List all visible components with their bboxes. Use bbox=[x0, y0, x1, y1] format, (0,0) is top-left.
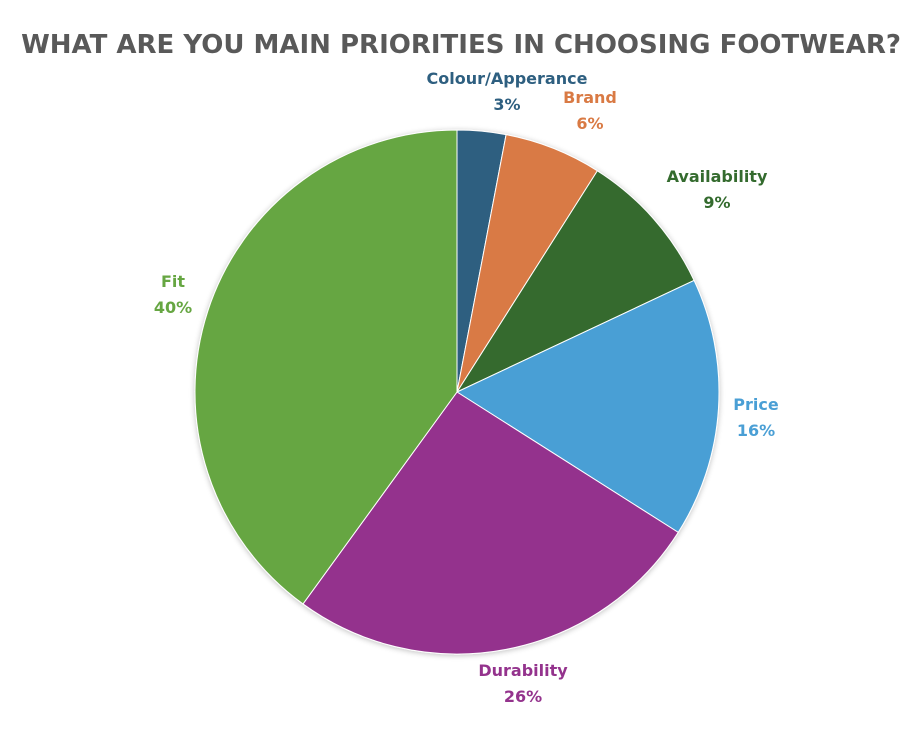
slice-label-category: Durability bbox=[478, 661, 568, 680]
pie-slices bbox=[194, 129, 720, 655]
slice-label-value: 3% bbox=[493, 95, 520, 114]
pie-labels: Colour/Apperance 3% Brand 6% Availability 9% P… bbox=[154, 69, 779, 706]
pie-slice-price bbox=[455, 279, 720, 534]
slice-label-category: Price bbox=[733, 395, 779, 414]
slice-label-category: Fit bbox=[161, 272, 185, 291]
slice-label-value: 6% bbox=[576, 114, 603, 133]
slice-label-value: 16% bbox=[737, 421, 775, 440]
slice-label-value: 9% bbox=[703, 193, 730, 212]
chart-title: WHAT ARE YOU MAIN PRIORITIES IN CHOOSING… bbox=[21, 30, 901, 60]
pie-slice-durability bbox=[302, 391, 679, 655]
slice-label-category: Availability bbox=[667, 167, 768, 186]
pie-slice-fit bbox=[194, 129, 458, 605]
slice-label-value: 26% bbox=[504, 687, 542, 706]
slice-label-value: 40% bbox=[154, 298, 192, 317]
pie-slice-availability bbox=[455, 170, 695, 394]
slice-label-category: Brand bbox=[563, 88, 617, 107]
slice-label-category: Colour/Apperance bbox=[427, 69, 588, 88]
